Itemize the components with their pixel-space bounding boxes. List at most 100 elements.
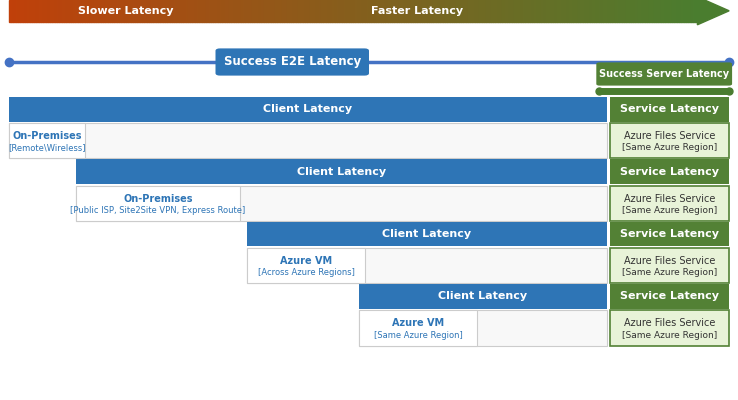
Polygon shape [252, 0, 255, 22]
Polygon shape [654, 0, 656, 22]
Polygon shape [213, 0, 215, 22]
Polygon shape [621, 0, 624, 22]
Polygon shape [224, 0, 227, 22]
Polygon shape [199, 0, 201, 22]
Polygon shape [603, 0, 606, 22]
Polygon shape [472, 0, 475, 22]
Polygon shape [599, 0, 601, 22]
Polygon shape [30, 0, 32, 22]
Polygon shape [135, 0, 137, 22]
Polygon shape [34, 0, 36, 22]
Text: [Same Azure Region]: [Same Azure Region] [621, 268, 717, 277]
Polygon shape [521, 0, 523, 22]
Polygon shape [555, 0, 557, 22]
Polygon shape [119, 0, 121, 22]
Polygon shape [133, 0, 135, 22]
Polygon shape [480, 0, 482, 22]
Polygon shape [266, 0, 268, 22]
Polygon shape [147, 0, 149, 22]
Polygon shape [551, 0, 553, 22]
Polygon shape [489, 0, 491, 22]
Polygon shape [193, 0, 195, 22]
Polygon shape [590, 0, 592, 22]
Polygon shape [371, 0, 373, 22]
Polygon shape [71, 0, 73, 22]
Polygon shape [158, 0, 160, 22]
Polygon shape [112, 0, 114, 22]
Polygon shape [670, 0, 672, 22]
Polygon shape [13, 0, 15, 22]
Polygon shape [477, 0, 480, 22]
Polygon shape [273, 0, 275, 22]
Polygon shape [387, 0, 390, 22]
Polygon shape [247, 0, 250, 22]
Polygon shape [435, 0, 438, 22]
Polygon shape [420, 0, 422, 22]
Polygon shape [663, 0, 665, 22]
Polygon shape [94, 0, 96, 22]
Polygon shape [427, 0, 429, 22]
Polygon shape [693, 0, 695, 22]
Polygon shape [342, 0, 344, 22]
Text: Azure Files Service: Azure Files Service [624, 194, 715, 204]
Polygon shape [312, 0, 314, 22]
Polygon shape [317, 0, 319, 22]
Polygon shape [445, 0, 447, 22]
Polygon shape [263, 0, 266, 22]
Polygon shape [627, 0, 629, 22]
Polygon shape [241, 0, 243, 22]
Polygon shape [578, 0, 580, 22]
Polygon shape [583, 0, 585, 22]
Polygon shape [220, 0, 222, 22]
FancyBboxPatch shape [610, 186, 729, 221]
Polygon shape [282, 0, 284, 22]
Polygon shape [404, 0, 406, 22]
Polygon shape [571, 0, 573, 22]
Polygon shape [48, 0, 50, 22]
Polygon shape [679, 0, 681, 22]
Polygon shape [553, 0, 555, 22]
Polygon shape [394, 0, 397, 22]
Polygon shape [346, 0, 348, 22]
Polygon shape [509, 0, 511, 22]
Text: Azure Files Service: Azure Files Service [624, 318, 715, 328]
Polygon shape [452, 0, 454, 22]
Polygon shape [162, 0, 165, 22]
Polygon shape [300, 0, 303, 22]
Polygon shape [695, 0, 697, 22]
Text: [Same Azure Region]: [Same Azure Region] [621, 206, 717, 215]
Polygon shape [493, 0, 495, 22]
FancyBboxPatch shape [76, 186, 607, 221]
Text: Success Server Latency: Success Server Latency [599, 69, 729, 79]
FancyBboxPatch shape [610, 310, 729, 346]
FancyBboxPatch shape [359, 310, 477, 346]
Polygon shape [401, 0, 404, 22]
Polygon shape [415, 0, 418, 22]
Polygon shape [168, 0, 170, 22]
Polygon shape [204, 0, 206, 22]
Polygon shape [245, 0, 247, 22]
Polygon shape [328, 0, 330, 22]
Polygon shape [62, 0, 64, 22]
Polygon shape [360, 0, 362, 22]
FancyBboxPatch shape [247, 248, 365, 283]
Polygon shape [422, 0, 424, 22]
Polygon shape [337, 0, 339, 22]
Polygon shape [103, 0, 106, 22]
Polygon shape [358, 0, 360, 22]
Polygon shape [154, 0, 156, 22]
Polygon shape [433, 0, 435, 22]
Polygon shape [619, 0, 621, 22]
Polygon shape [142, 0, 144, 22]
Polygon shape [333, 0, 335, 22]
FancyBboxPatch shape [359, 310, 607, 346]
Polygon shape [284, 0, 286, 22]
Polygon shape [491, 0, 493, 22]
Polygon shape [307, 0, 309, 22]
Polygon shape [18, 0, 21, 22]
Polygon shape [559, 0, 562, 22]
Polygon shape [638, 0, 640, 22]
Polygon shape [243, 0, 245, 22]
Polygon shape [55, 0, 57, 22]
Polygon shape [11, 0, 13, 22]
